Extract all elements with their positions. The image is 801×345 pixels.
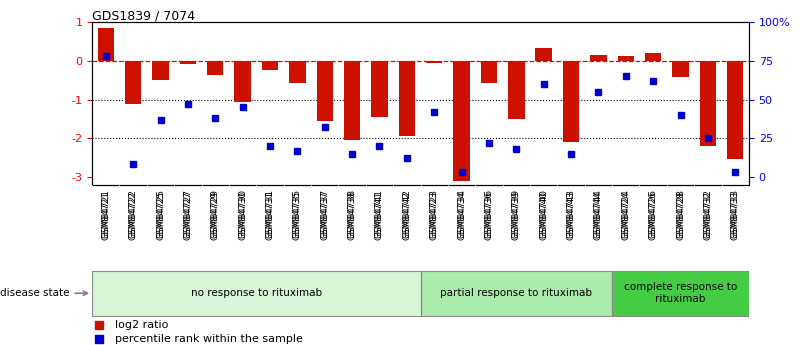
- Text: GSM84731: GSM84731: [265, 189, 275, 238]
- Text: GSM84722: GSM84722: [129, 189, 138, 238]
- Text: GSM84735: GSM84735: [293, 189, 302, 238]
- Text: GSM84725: GSM84725: [156, 189, 165, 238]
- Bar: [179, 61, 196, 64]
- Text: GSM84736: GSM84736: [485, 189, 493, 238]
- Bar: [262, 61, 278, 70]
- Bar: [98, 28, 114, 61]
- Bar: [481, 61, 497, 83]
- FancyBboxPatch shape: [421, 270, 612, 316]
- Text: GDS1839 / 7074: GDS1839 / 7074: [92, 9, 195, 22]
- Text: GSM84724: GSM84724: [622, 189, 630, 238]
- Text: GSM84739: GSM84739: [512, 189, 521, 238]
- Text: GSM84743: GSM84743: [566, 189, 576, 238]
- FancyBboxPatch shape: [92, 270, 421, 316]
- Bar: [727, 61, 743, 159]
- Bar: [508, 61, 525, 119]
- Bar: [645, 52, 662, 61]
- Bar: [344, 61, 360, 140]
- Text: GSM84738: GSM84738: [348, 189, 356, 238]
- Text: GSM84730: GSM84730: [238, 189, 248, 238]
- Bar: [207, 61, 223, 75]
- Text: GSM84723: GSM84723: [429, 189, 439, 238]
- Text: GSM84741: GSM84741: [375, 189, 384, 238]
- Text: no response to rituximab: no response to rituximab: [191, 288, 322, 298]
- Text: percentile rank within the sample: percentile rank within the sample: [115, 334, 303, 344]
- Bar: [453, 61, 469, 181]
- Bar: [563, 61, 579, 142]
- Bar: [590, 55, 606, 61]
- Text: GSM84737: GSM84737: [320, 189, 329, 238]
- Bar: [125, 61, 142, 104]
- Text: GSM84729: GSM84729: [211, 189, 219, 238]
- Bar: [535, 48, 552, 61]
- Text: GSM84734: GSM84734: [457, 189, 466, 238]
- Text: GSM84744: GSM84744: [594, 189, 603, 238]
- Bar: [700, 61, 716, 146]
- Text: GSM84727: GSM84727: [183, 189, 192, 238]
- Text: disease state: disease state: [0, 288, 87, 298]
- Bar: [289, 61, 306, 83]
- Bar: [426, 61, 442, 63]
- Text: GSM84732: GSM84732: [703, 189, 712, 238]
- Text: GSM84740: GSM84740: [539, 189, 548, 238]
- Text: partial response to rituximab: partial response to rituximab: [441, 288, 592, 298]
- Bar: [399, 61, 415, 136]
- Bar: [235, 61, 251, 101]
- Bar: [152, 61, 169, 80]
- Text: GSM84742: GSM84742: [402, 189, 412, 238]
- Text: GSM84726: GSM84726: [649, 189, 658, 238]
- Text: GSM84721: GSM84721: [101, 189, 111, 238]
- Bar: [618, 56, 634, 61]
- Text: log2 ratio: log2 ratio: [115, 320, 168, 330]
- Text: GSM84728: GSM84728: [676, 189, 685, 238]
- Bar: [372, 61, 388, 117]
- Bar: [672, 61, 689, 77]
- Bar: [316, 61, 333, 121]
- FancyBboxPatch shape: [612, 270, 749, 316]
- Text: complete response to
rituximab: complete response to rituximab: [624, 283, 737, 304]
- Text: GSM84733: GSM84733: [731, 189, 740, 238]
